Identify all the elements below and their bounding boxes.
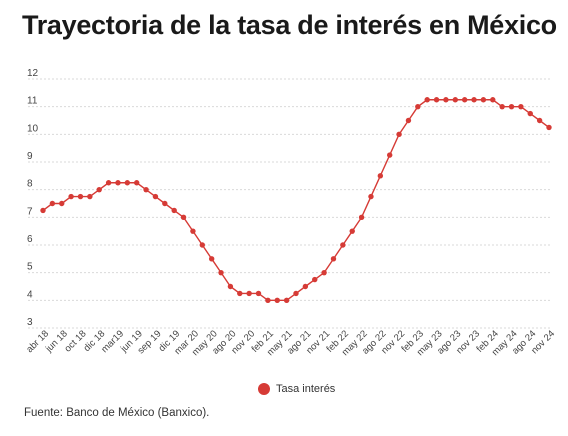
data-point: [461, 97, 468, 103]
data-point: [490, 97, 496, 103]
data-point: [218, 269, 224, 276]
data-point: [321, 269, 327, 276]
y-tick-label: 8: [27, 179, 33, 190]
data-point: [546, 124, 552, 131]
legend: Tasa interés: [258, 383, 335, 395]
data-point: [312, 276, 318, 283]
data-point: [180, 214, 187, 221]
data-point: [443, 97, 449, 103]
series-line-tasa-interes: [42, 99, 550, 302]
y-axis-ticks: 3 4 5 6 7 8 9 10 11 12: [27, 68, 39, 328]
legend-marker: [258, 383, 270, 395]
data-point: [508, 103, 515, 110]
data-point: [40, 207, 46, 214]
data-point: [115, 180, 121, 186]
data-point: [255, 290, 262, 297]
data-point: [162, 200, 168, 207]
grid-lines: [28, 78, 551, 329]
data-point: [143, 186, 149, 193]
data-point: [105, 180, 112, 186]
data-point: [433, 97, 440, 103]
data-point: [190, 228, 196, 234]
data-point: [199, 242, 205, 248]
data-point: [246, 290, 252, 297]
data-point: [415, 103, 421, 110]
data-point: [49, 200, 56, 207]
data-point: [227, 283, 234, 290]
data-point: [340, 242, 346, 248]
data-point: [358, 214, 365, 221]
data-point: [274, 297, 280, 304]
data-point: [349, 228, 355, 234]
data-point: [68, 193, 74, 200]
source-note: Fuente: Banco de México (Banxico).: [24, 407, 210, 419]
series-line: [42, 99, 550, 302]
data-point: [96, 186, 102, 193]
data-point: [77, 193, 84, 200]
data-point: [134, 180, 140, 186]
y-tick-label: 5: [27, 262, 33, 273]
y-tick-label: 6: [27, 234, 33, 245]
data-point: [330, 256, 337, 262]
data-point: [377, 173, 384, 179]
y-tick-label: 10: [27, 123, 39, 134]
y-tick-label: 9: [27, 151, 33, 162]
chart-title: Trayectoria de la tasa de interés en Méx…: [22, 10, 557, 40]
data-point: [152, 193, 159, 200]
data-point: [480, 97, 487, 103]
data-point: [527, 110, 533, 117]
data-point: [471, 97, 477, 103]
data-point: [87, 193, 93, 200]
data-point: [499, 103, 505, 110]
y-tick-label: 3: [27, 317, 33, 328]
series-points: [40, 97, 552, 304]
data-point: [171, 207, 177, 214]
legend-label: Tasa interés: [276, 383, 336, 395]
data-point: [237, 290, 243, 297]
data-point: [452, 97, 458, 103]
y-tick-label: 12: [27, 68, 39, 79]
data-point: [368, 193, 374, 200]
y-tick-label: 7: [27, 206, 33, 217]
data-point: [536, 117, 543, 124]
data-point: [405, 117, 412, 124]
data-point: [518, 103, 524, 110]
data-point: [396, 131, 402, 138]
data-point: [265, 297, 271, 304]
y-tick-label: 4: [27, 289, 33, 300]
data-point: [124, 180, 131, 186]
data-point: [387, 152, 393, 158]
y-tick-label: 11: [27, 96, 38, 107]
data-point: [208, 256, 215, 262]
data-point: [424, 97, 430, 103]
data-point: [283, 297, 290, 304]
data-point: [293, 290, 299, 297]
data-point: [302, 283, 309, 290]
data-point: [59, 200, 65, 207]
